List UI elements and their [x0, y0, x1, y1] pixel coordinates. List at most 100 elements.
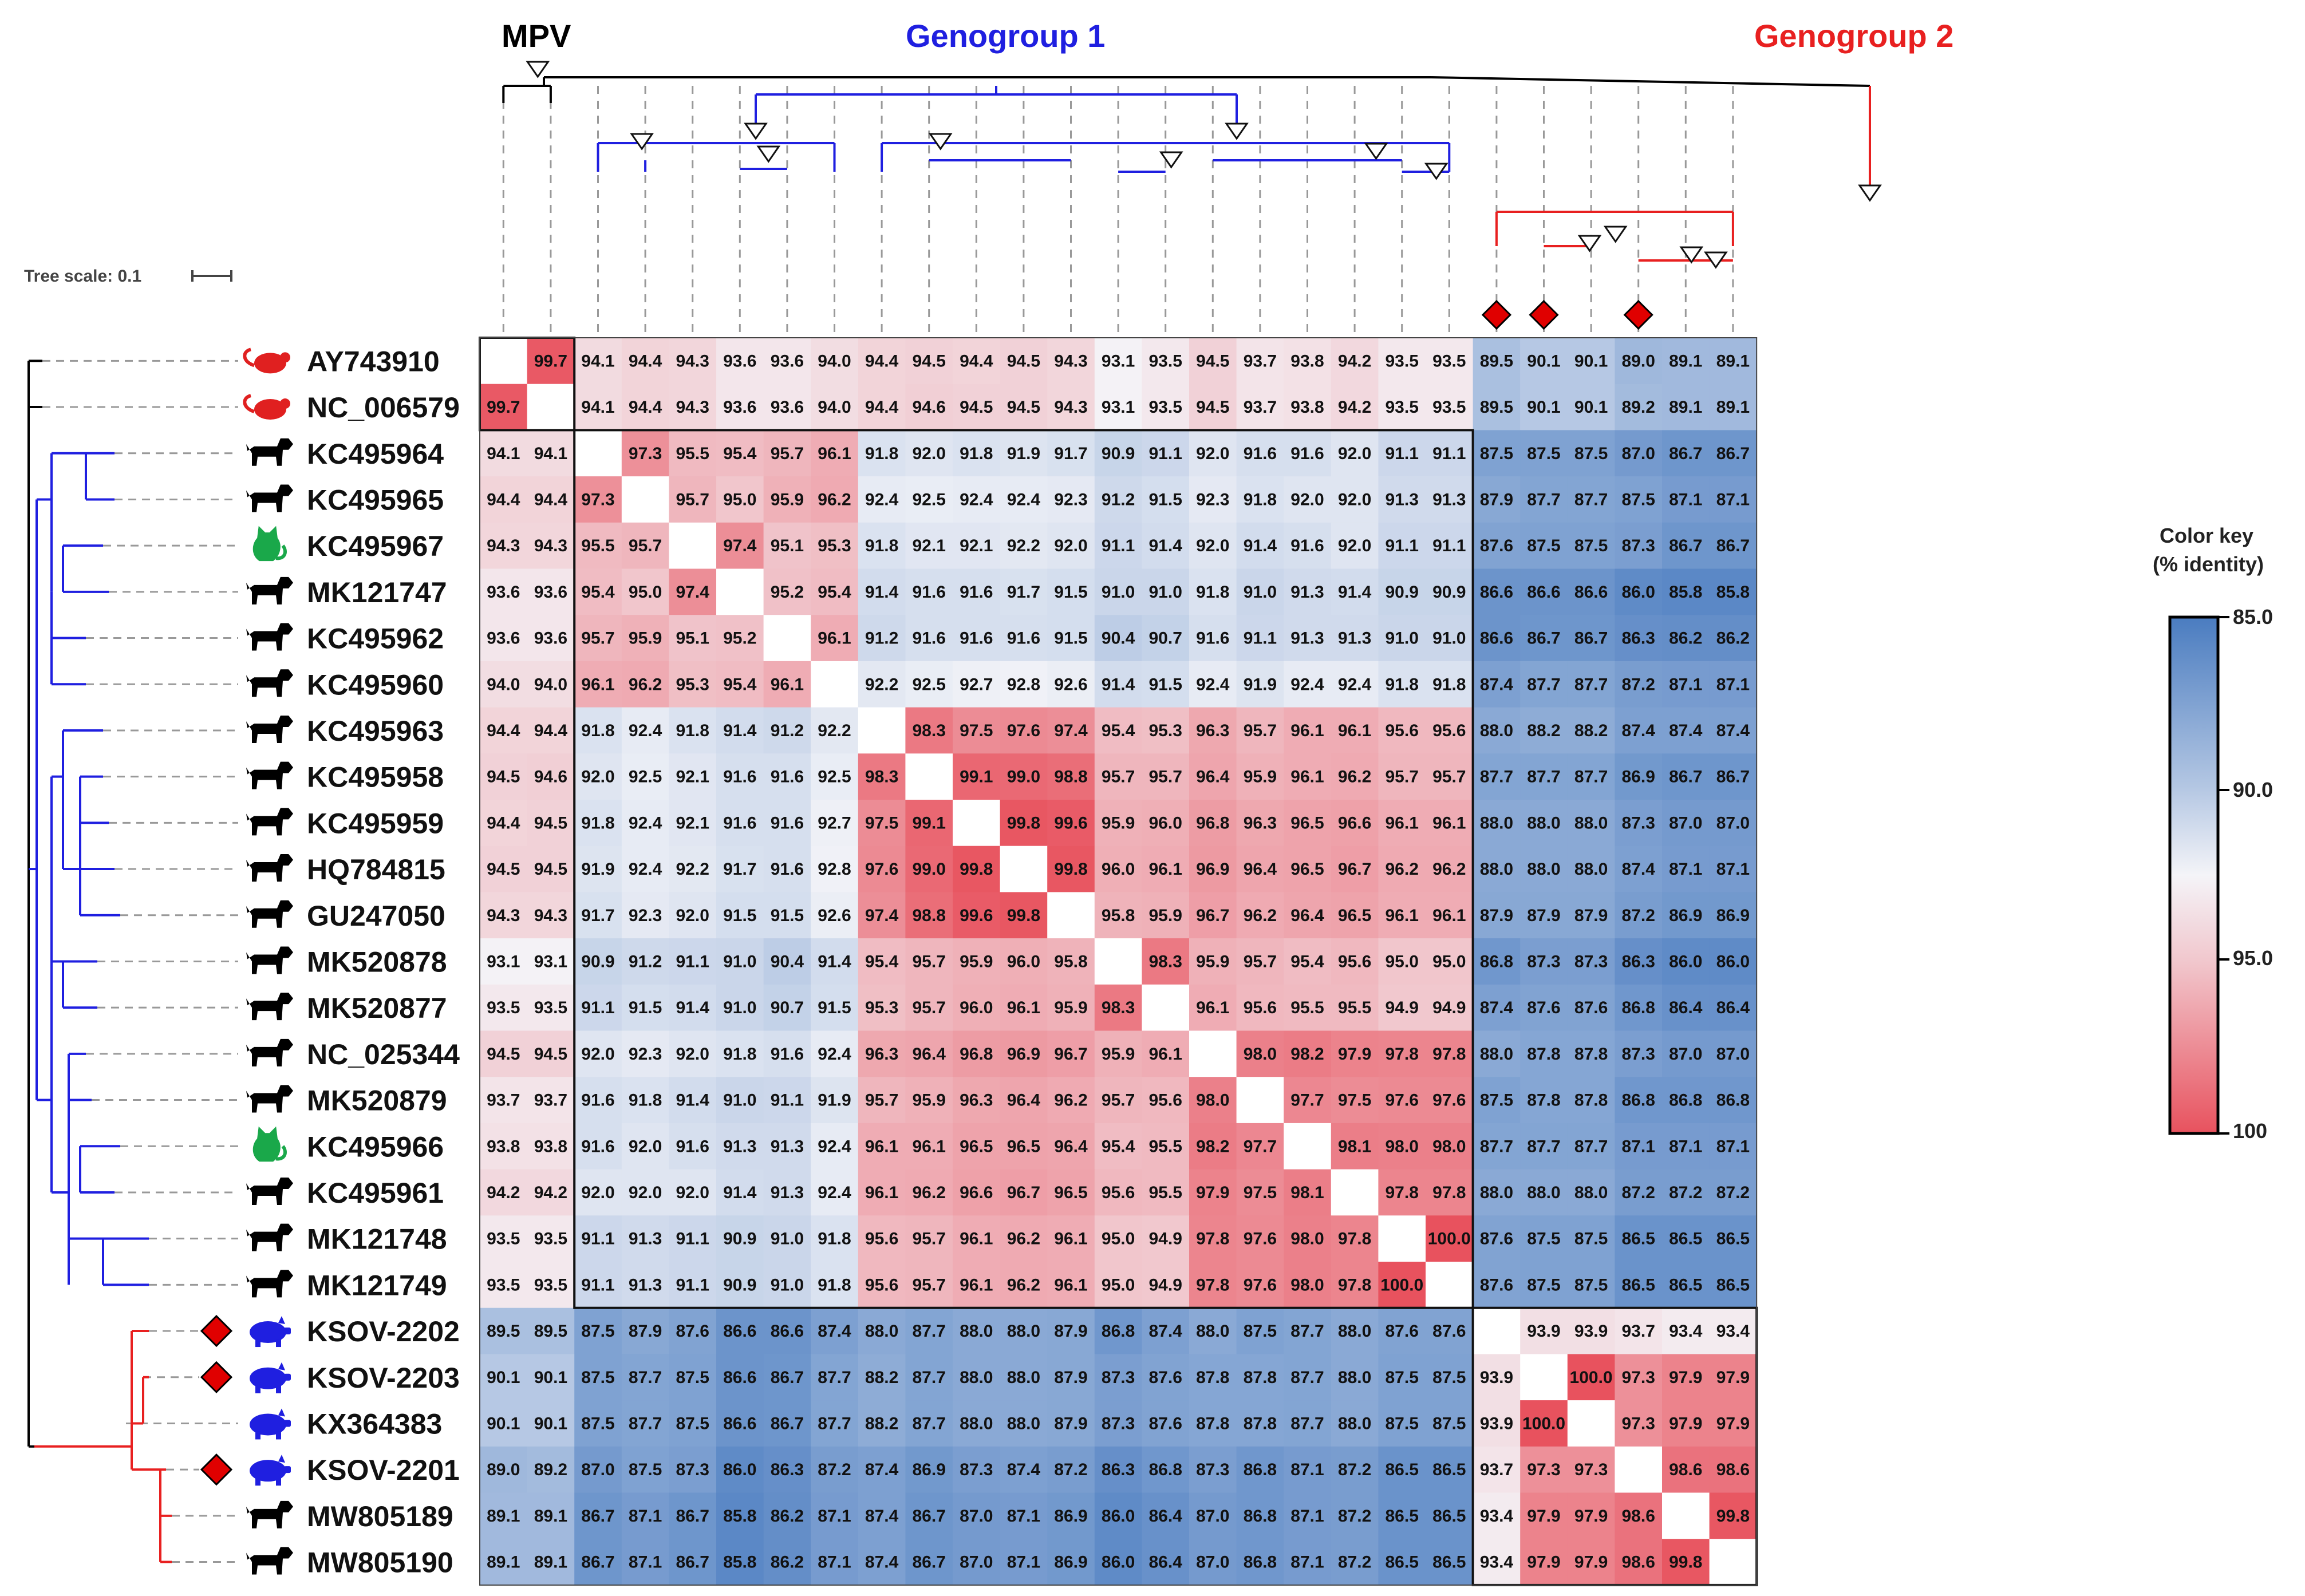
heatmap-cell-label: 93.5	[534, 1230, 567, 1249]
heatmap-cell	[1662, 1215, 1710, 1262]
heatmap-cell	[480, 846, 528, 892]
heatmap-cell-label: 98.8	[1054, 768, 1087, 787]
heatmap-cell	[1331, 800, 1379, 847]
heatmap-cell-label: 90.1	[1527, 351, 1560, 370]
heatmap-cell	[574, 707, 622, 754]
dog-icon-shape	[246, 808, 293, 836]
heatmap-cell	[1426, 984, 1474, 1032]
heatmap-cell-label: 95.5	[1290, 998, 1324, 1017]
heatmap-cell-label: 87.8	[1196, 1368, 1229, 1387]
heatmap-cell	[953, 476, 1001, 523]
heatmap-cell	[1284, 1354, 1332, 1401]
heatmap-cell	[527, 892, 575, 939]
heatmap-cell-label: 87.2	[818, 1460, 851, 1479]
heatmap-cell-label: 89.1	[1669, 351, 1702, 370]
heatmap-cell-label: 89.0	[1622, 351, 1655, 370]
heatmap-cell	[527, 568, 575, 615]
heatmap-cell-label: 99.8	[1054, 860, 1087, 879]
heatmap-cell	[1047, 615, 1095, 662]
heatmap-cell-label: 100.0	[1428, 1230, 1471, 1249]
heatmap-cell	[905, 1123, 953, 1170]
rodent-icon-tail	[243, 394, 255, 413]
heatmap-cell	[1331, 1492, 1379, 1539]
heatmap-cell	[1047, 338, 1095, 385]
heatmap-cell-label: 97.8	[1338, 1230, 1371, 1249]
heatmap-cell-label: 96.3	[1244, 813, 1277, 832]
heatmap-cell-label: 96.1	[1338, 721, 1371, 740]
rodent-icon-body	[254, 399, 286, 420]
heatmap-cell-label: 94.9	[1386, 998, 1419, 1017]
heatmap-cell	[953, 707, 1001, 754]
heatmap-cell	[1662, 1446, 1710, 1494]
heatmap-cell-label: 94.2	[1338, 351, 1371, 370]
heatmap-cell	[1426, 1030, 1474, 1077]
heatmap-cell	[1189, 338, 1237, 385]
heatmap-cell-label: 97.8	[1386, 1183, 1419, 1202]
heatmap-cell	[763, 661, 811, 708]
heatmap-cell	[621, 1215, 669, 1262]
heatmap-cell-label: 87.0	[1716, 1045, 1750, 1064]
heatmap-cell	[905, 800, 953, 847]
heatmap-cell-label: 94.5	[1007, 351, 1040, 370]
dog-icon-shape	[246, 715, 293, 743]
heatmap-cell-label: 85.8	[723, 1553, 756, 1572]
heatmap-cell	[811, 476, 859, 523]
heatmap-cell	[953, 338, 1001, 385]
heatmap-cell	[1000, 661, 1048, 708]
heatmap-cell-label: 87.0	[960, 1553, 993, 1572]
heatmap-cell-label: 86.3	[1622, 952, 1655, 971]
heatmap-cell	[527, 984, 575, 1032]
heatmap-cell	[716, 707, 764, 754]
row-label: KC495965	[307, 484, 444, 516]
heatmap-cell	[1378, 1492, 1426, 1539]
heatmap-cell	[1094, 1400, 1142, 1447]
heatmap-cell-label: 87.1	[1716, 490, 1750, 509]
heatmap-cell-label: 86.5	[1432, 1553, 1466, 1572]
heatmap-cell-label: 86.6	[723, 1322, 756, 1341]
heatmap-cell-label: 93.5	[1149, 351, 1182, 370]
heatmap-cell	[1047, 984, 1095, 1032]
heatmap-cell	[1094, 984, 1142, 1032]
heatmap-cell	[905, 1446, 953, 1494]
heatmap-cell	[763, 615, 811, 662]
row-label: KSOV-2202	[307, 1315, 460, 1348]
heatmap-cell-label: 88.0	[1338, 1368, 1371, 1387]
heatmap-cell-label: 91.3	[1338, 629, 1371, 648]
heatmap-cell	[1284, 846, 1332, 892]
heatmap-cell-label: 92.0	[1054, 536, 1087, 555]
heatmap-cell-label: 96.5	[1290, 813, 1324, 832]
color-key	[2168, 615, 2229, 1135]
heatmap-cell-label: 96.5	[960, 1137, 993, 1156]
heatmap-cell	[716, 661, 764, 708]
heatmap-cell	[811, 338, 859, 385]
heatmap-cell	[953, 430, 1001, 477]
heatmap-cell-label: 96.1	[581, 675, 614, 694]
heatmap-cell	[858, 568, 906, 615]
heatmap-cell	[1567, 661, 1615, 708]
heatmap-cell-label: 98.2	[1290, 1045, 1324, 1064]
heatmap-cell-label: 87.8	[1574, 1091, 1608, 1110]
heatmap-cell-label: 87.9	[1480, 490, 1513, 509]
heatmap-cell	[1520, 568, 1568, 615]
heatmap-cell-label: 91.5	[771, 906, 804, 925]
heatmap-cell-label: 97.4	[1054, 721, 1088, 740]
heatmap-cell-label: 97.9	[1574, 1507, 1608, 1526]
heatmap-cell	[1662, 1354, 1710, 1401]
node-marker-triangle	[1858, 184, 1882, 202]
heatmap-cell-label: 93.4	[1669, 1322, 1703, 1341]
heatmap-cell-label: 96.2	[913, 1183, 946, 1202]
heatmap-cell	[1000, 846, 1048, 892]
heatmap-cell	[527, 1262, 575, 1309]
heatmap-cell-label: 96.6	[1338, 813, 1371, 832]
heatmap-cell-label: 97.9	[1196, 1183, 1229, 1202]
heatmap-cell	[1426, 1215, 1474, 1262]
heatmap-cell-label: 94.4	[629, 398, 662, 417]
heatmap-cell	[1615, 1123, 1663, 1170]
heatmap-cell-label: 88.0	[1007, 1322, 1040, 1341]
heatmap-cell-label: 87.5	[1622, 490, 1655, 509]
heatmap-cell	[574, 1307, 622, 1354]
heatmap-cell	[1189, 1539, 1237, 1586]
node-marker-triangle	[1679, 246, 1704, 264]
heatmap-cell-label: 95.7	[865, 1091, 898, 1110]
heatmap-cell-label: 96.1	[960, 1230, 993, 1249]
